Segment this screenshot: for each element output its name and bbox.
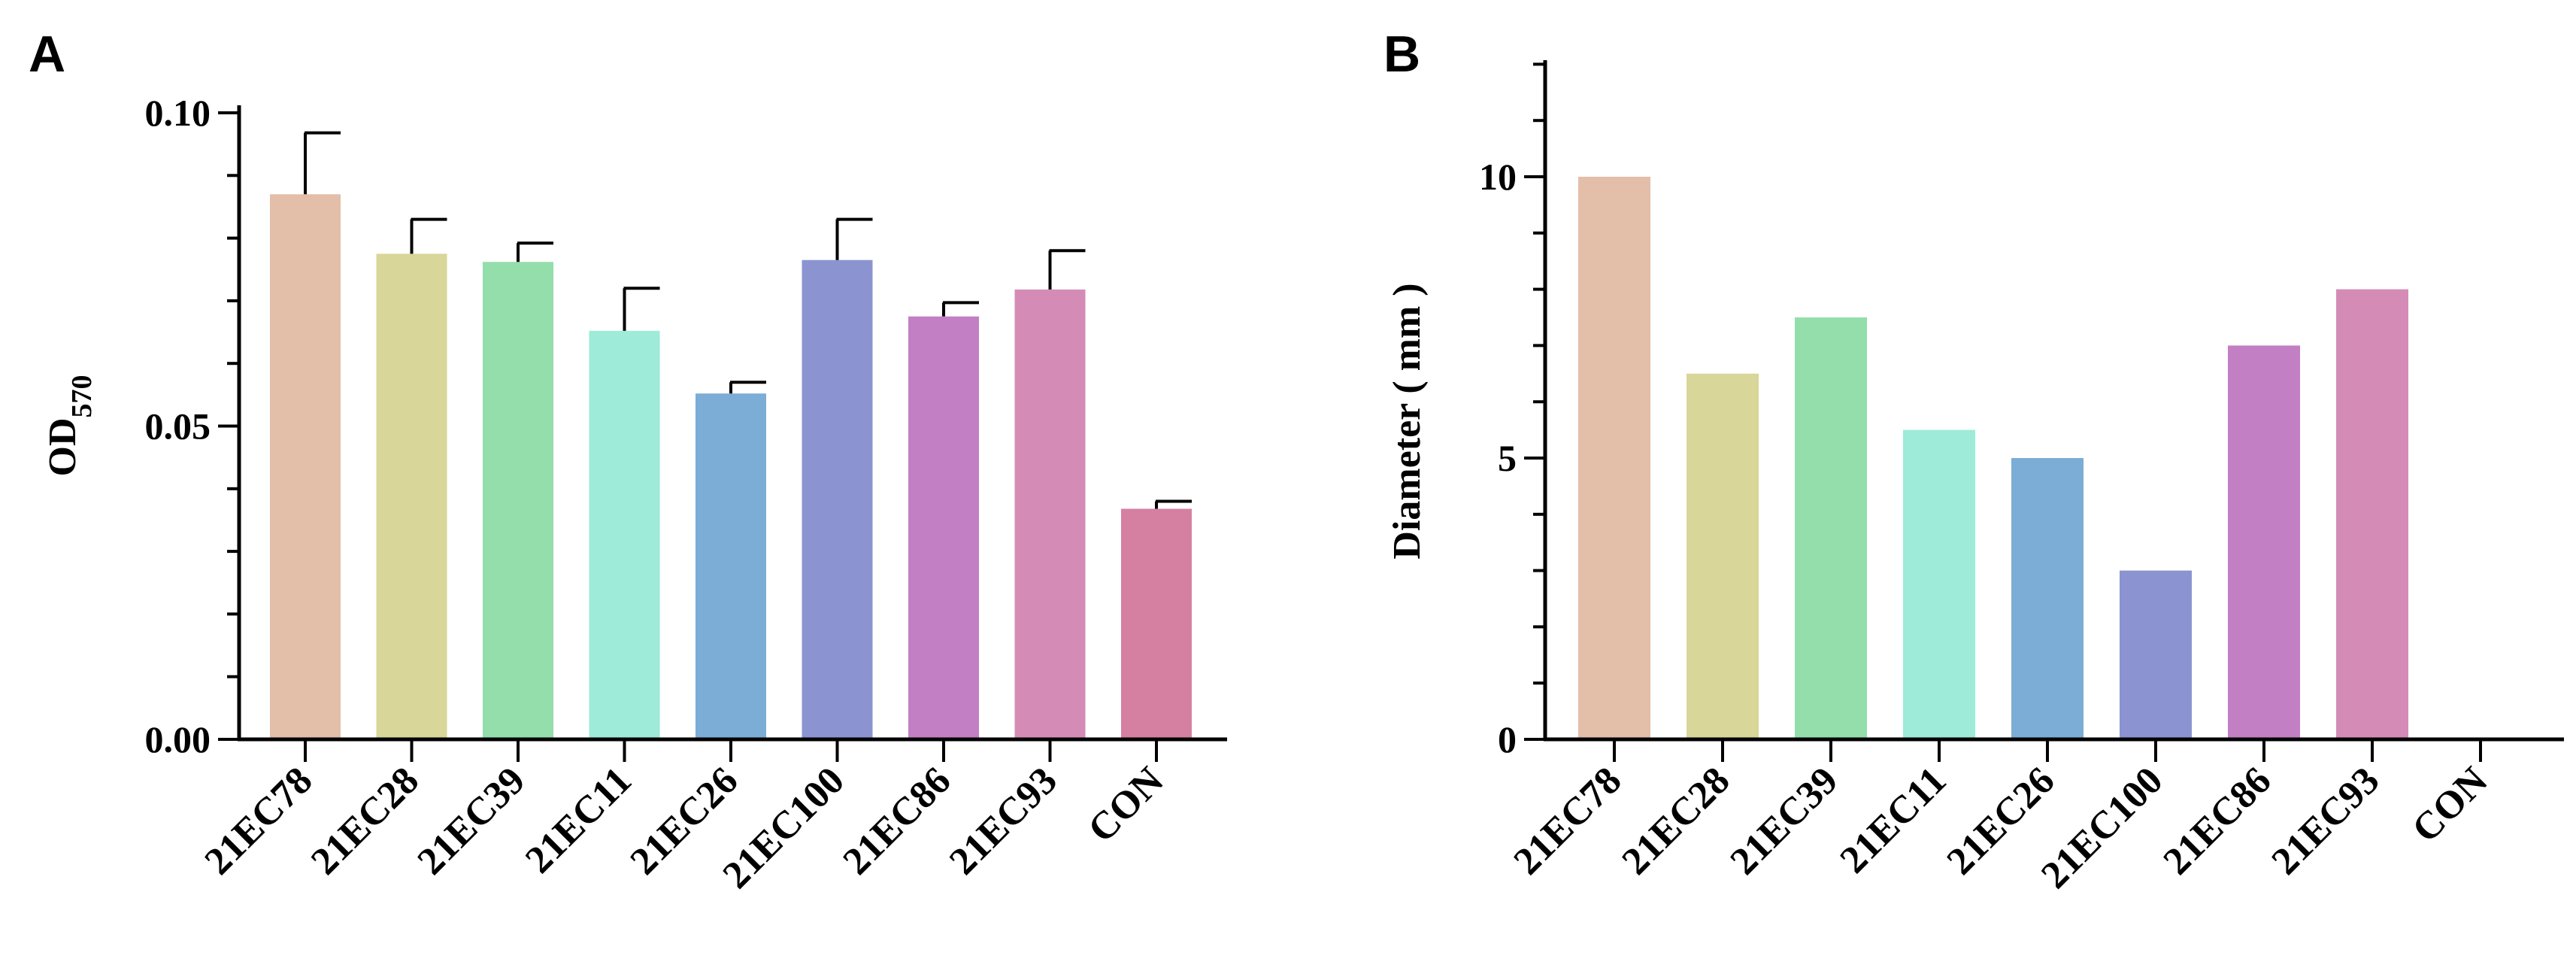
bar-21ec39: [1795, 317, 1867, 739]
bar-21ec86: [908, 316, 979, 740]
bar-con: [1121, 508, 1192, 739]
bar-21ec78: [270, 194, 341, 739]
x-tick-label-21ec28: 21EC28: [1614, 759, 1738, 883]
x-tick-label-21ec78: 21EC78: [197, 759, 321, 883]
y-tick-label: 5: [1498, 437, 1517, 479]
y-tick-label: 0.00: [145, 718, 211, 760]
bar-21ec28: [1687, 373, 1759, 739]
bar-21ec100: [802, 259, 873, 739]
bar-21ec100: [2120, 570, 2192, 739]
bar-21ec39: [483, 262, 553, 739]
x-tick-label-21ec93: 21EC93: [2264, 759, 2388, 883]
panel-b-letter: B: [1383, 26, 1420, 83]
bar-21ec26: [696, 393, 766, 739]
x-tick-label-21ec39: 21EC39: [1723, 759, 1847, 883]
x-tick-label-21ec100: 21EC100: [2033, 759, 2171, 897]
bar-21ec11: [589, 330, 660, 739]
bar-21ec93: [2336, 289, 2408, 740]
y-axis-title: OD570: [41, 375, 98, 477]
x-tick-label-con: CON: [1080, 759, 1171, 851]
panel-a-letter: A: [29, 26, 65, 83]
x-tick-label-con: CON: [2404, 759, 2496, 851]
panel-b: B 051021EC7821EC2821EC3921EC1121EC2621EC…: [1383, 26, 2564, 897]
x-tick-label-21ec86: 21EC86: [2156, 759, 2280, 883]
x-tick-label-21ec78: 21EC78: [1506, 759, 1630, 883]
y-axis-title: Diameter ( mm ): [1386, 283, 1429, 559]
x-tick-label-21ec93: 21EC93: [941, 759, 1065, 883]
x-tick-label-21ec39: 21EC39: [410, 759, 534, 883]
bar-21ec26: [2011, 458, 2084, 739]
bar-21ec28: [376, 253, 447, 739]
y-axis-title-subscript: 570: [66, 375, 98, 418]
bar-21ec93: [1014, 289, 1086, 739]
x-tick-label-21ec11: 21EC11: [517, 759, 640, 881]
y-tick-label: 0.05: [145, 405, 211, 448]
x-tick-label-21ec86: 21EC86: [835, 759, 959, 883]
x-tick-label-21ec28: 21EC28: [303, 759, 427, 883]
y-tick-label: 0: [1498, 718, 1517, 760]
y-tick-label: 0.10: [145, 92, 211, 134]
x-tick-label-21ec11: 21EC11: [1832, 759, 1955, 881]
bar-21ec11: [1903, 429, 1975, 739]
y-tick-label: 10: [1479, 156, 1517, 198]
bar-21ec78: [1578, 177, 1650, 739]
bar-21ec86: [2228, 345, 2300, 739]
